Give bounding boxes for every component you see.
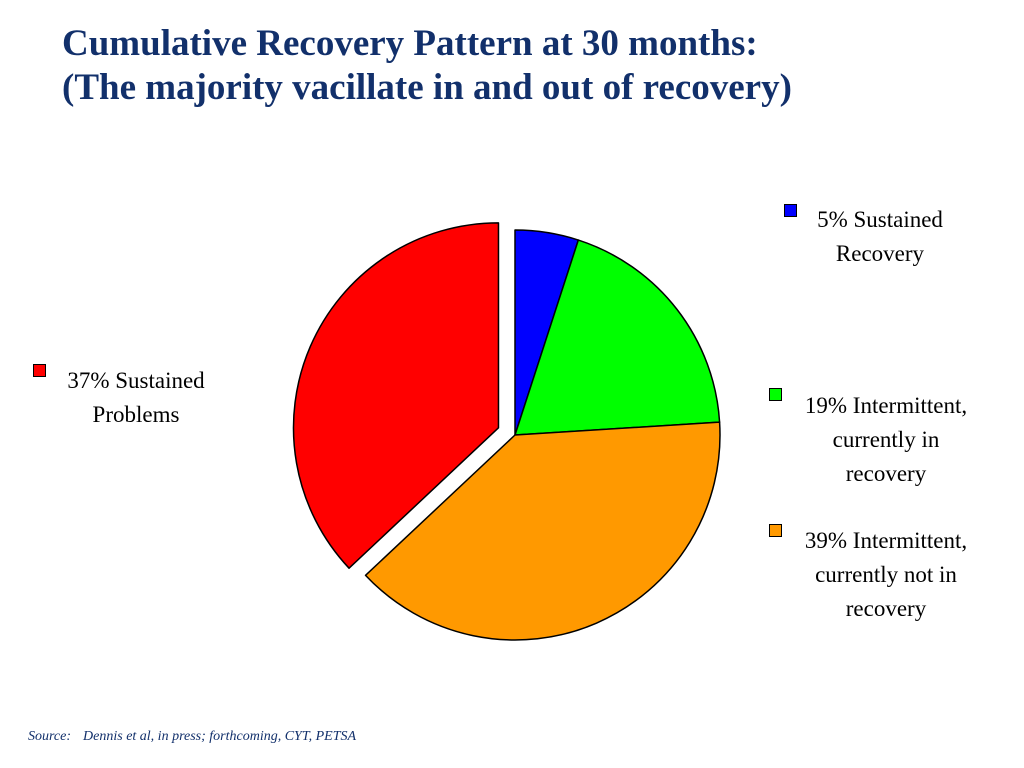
legend-swatch-intermittent-not-in-recovery: [769, 524, 782, 537]
legend-label-sustained-recovery: 5% Sustained Recovery: [790, 203, 970, 271]
source-note: Source: Dennis et al, in press; forthcomi…: [28, 729, 356, 745]
legend-line: 19% Intermittent,: [804, 393, 968, 418]
legend-line: Problems: [92, 402, 180, 427]
legend-line: currently in: [832, 427, 940, 452]
legend-line: recovery: [845, 596, 927, 621]
chart-title-line-2: (The majority vacillate in and out of re…: [62, 67, 792, 108]
legend-swatch-intermittent-in-recovery: [769, 388, 782, 401]
pie-slice-intermittent-in-recovery: [514, 239, 721, 436]
legend-line: 37% Sustained: [67, 368, 205, 393]
pie-slice-intermittent-not-in-recovery: [364, 421, 721, 641]
legend-line: currently not in: [815, 562, 957, 587]
legend-label-intermittent-in-recovery: 19% Intermittent, currently in recovery: [782, 389, 990, 491]
legend-label-intermittent-not-in-recovery: 39% Intermittent, currently not in recov…: [782, 524, 990, 626]
pie-slice-sustained-problems: [292, 222, 500, 569]
legend-swatch-sustained-problems: [33, 364, 46, 377]
source-label: Source:: [28, 729, 72, 744]
legend-line: 5% Sustained: [817, 207, 943, 232]
legend-swatch-sustained-recovery: [784, 204, 797, 217]
legend-label-sustained-problems: 37% Sustained Problems: [40, 364, 232, 432]
chart-title: Cumulative Recovery Pattern at 30 months…: [62, 22, 1002, 110]
legend-line: 39% Intermittent,: [804, 528, 968, 553]
source-text: Dennis et al, in press; forthcoming, CYT…: [83, 729, 357, 744]
legend-line: recovery: [845, 461, 927, 486]
legend-line: Recovery: [835, 241, 925, 266]
chart-title-line-1: Cumulative Recovery Pattern at 30 months…: [62, 23, 758, 64]
